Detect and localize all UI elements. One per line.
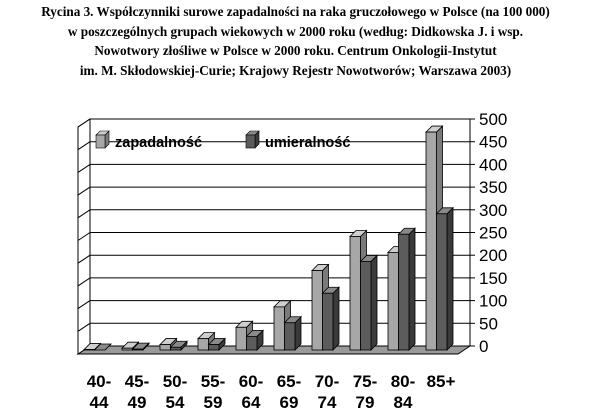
bar-front [387, 251, 399, 351]
gridline-diagonal [77, 186, 91, 196]
y-tick-label: 450 [479, 133, 507, 152]
x-tick-label: 70- [315, 372, 340, 391]
x-tick-label: 55- [201, 372, 226, 391]
bar-front [170, 346, 182, 351]
y-tick-label: 400 [479, 155, 507, 174]
bar-front [121, 347, 133, 351]
bar-front [311, 270, 323, 351]
y-tick-label: 200 [479, 246, 507, 265]
x-axis: 40- 44 45- 49 50- 54 55- 59 60- 64 65- 69 70- 74 75- 79… [87, 372, 456, 412]
bar-top [93, 343, 112, 351]
bar-front [322, 292, 334, 351]
bar-front [284, 322, 296, 351]
bars [83, 125, 454, 351]
gridline-diagonal [77, 322, 91, 332]
bar-front [273, 306, 285, 351]
bar-umieralnosc [283, 315, 302, 351]
bar-umieralnosc [131, 342, 150, 351]
gridline-diagonal [77, 163, 91, 173]
bar-side [446, 206, 454, 351]
gridline-diagonal [77, 141, 91, 151]
bar-umieralnosc [207, 337, 226, 351]
caption-line-2: w poszczególnych grupach wiekowych w 200… [67, 23, 524, 39]
y-tick-label: 100 [479, 292, 507, 311]
bar-side [408, 227, 416, 351]
x-tick-label-line2: 79 [356, 393, 375, 412]
bar-front [132, 348, 144, 351]
legend-label-zapadalnosc: zapadalność [115, 135, 202, 151]
bar-side [370, 254, 378, 351]
y-tick-label: 350 [479, 178, 507, 197]
bar-umieralnosc [321, 286, 340, 351]
x-tick-label-line2: 84 [394, 393, 413, 412]
gridline-diagonal [77, 300, 91, 310]
y-axis: 0 50 100 150 200 250 300 350 400 450 500 [469, 110, 507, 356]
x-tick-label: 80- [391, 372, 416, 391]
bar-umieralnosc [245, 329, 264, 351]
bar-front [197, 338, 209, 351]
x-tick-label: 60- [239, 372, 264, 391]
legend-swatch-zapadalnosc [95, 130, 110, 149]
y-tick-label: 150 [479, 269, 507, 288]
legend-swatch-front [95, 134, 106, 149]
bar-side [332, 286, 340, 351]
bar-front [360, 261, 372, 351]
legend: zapadalność umieralność [95, 130, 350, 151]
bar-front [425, 131, 437, 351]
bar-front [159, 344, 171, 351]
caption-line-1: Rycina 3. Współczynniki surowe zapadalno… [41, 4, 550, 19]
x-tick-label-line2: 69 [280, 393, 299, 412]
gridline-diagonal [77, 277, 91, 287]
x-tick-label: 65- [277, 372, 302, 391]
legend-swatch-front [245, 134, 256, 149]
gridline-diagonal [77, 254, 91, 264]
x-tick-label: 40- [87, 372, 112, 391]
x-tick-label-line2: 54 [166, 393, 185, 412]
y-tick-label: 50 [479, 314, 498, 333]
y-tick-label: 250 [479, 224, 507, 243]
bar-umieralnosc [93, 343, 112, 351]
y-tick-label: 0 [479, 337, 488, 356]
bar-front [246, 335, 258, 351]
bar-umieralnosc [359, 254, 378, 351]
bar-umieralnosc [435, 206, 454, 351]
bar-front [349, 236, 361, 351]
legend-label-umieralnosc: umieralność [265, 135, 350, 151]
gridline-diagonal [77, 209, 91, 219]
bar-umieralnosc [169, 340, 188, 351]
y-tick-label: 300 [479, 201, 507, 220]
y-tick-label: 500 [479, 110, 507, 129]
gridline-diagonal [77, 232, 91, 241]
gridline-diagonal [77, 118, 91, 128]
x-tick-label-line2: 74 [318, 393, 337, 412]
x-tick-label-line2: 49 [128, 393, 147, 412]
x-tick-label: 75- [353, 372, 378, 391]
bar-front [208, 344, 220, 351]
figure-caption: Rycina 3. Współczynniki surowe zapadalno… [0, 2, 591, 80]
bar-front [436, 213, 448, 351]
x-tick-label-line2: 59 [204, 393, 223, 412]
x-tick-label: 85+ [427, 372, 456, 391]
x-tick-label: 50- [163, 372, 188, 391]
bar-umieralnosc [397, 227, 416, 351]
caption-line-4: im. M. Skłodowskiej-Curie; Krajowy Rejes… [79, 62, 512, 78]
bar-front [398, 233, 410, 351]
x-tick-label-line2: 44 [90, 393, 109, 412]
legend-swatch-umieralnosc [245, 130, 260, 149]
x-tick-label-line2: 64 [242, 393, 261, 412]
caption-line-3: Nowotwory złośliwe w Polsce w 2000 roku.… [94, 43, 497, 58]
x-tick-label: 45- [125, 372, 150, 391]
bar-front [235, 326, 247, 351]
